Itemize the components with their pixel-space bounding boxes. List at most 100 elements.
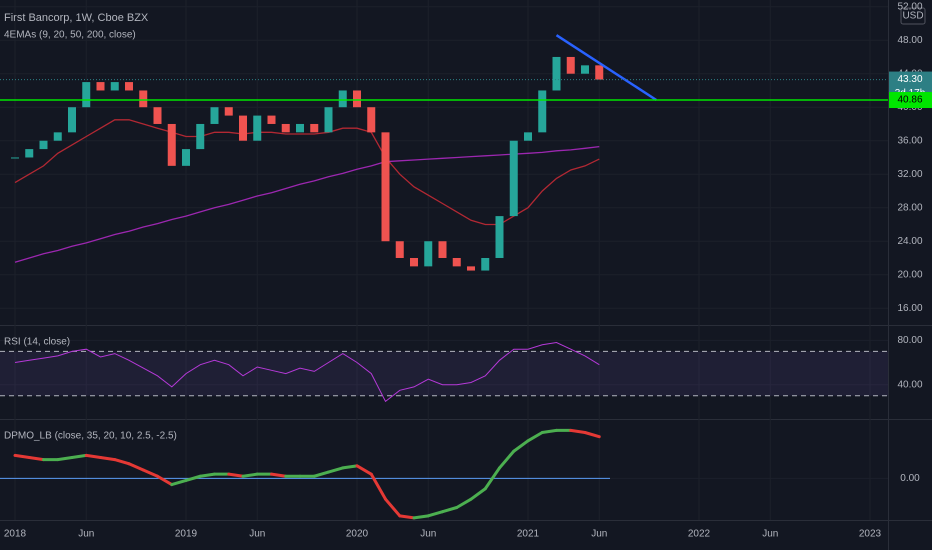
dpmo-segment <box>170 478 188 487</box>
y-tick-label: 36.00 <box>897 135 922 146</box>
candle <box>495 216 504 258</box>
candle <box>367 107 376 133</box>
candle <box>595 65 604 80</box>
candle <box>381 132 390 242</box>
y-tick-label: 16.00 <box>897 303 922 314</box>
price-label: 40.86 <box>897 95 922 106</box>
x-tick-label: Jun <box>420 529 436 540</box>
ema-line <box>14 145 600 263</box>
x-tick-label: Jun <box>762 529 778 540</box>
candle <box>581 65 589 74</box>
dpmo-segment <box>13 453 31 459</box>
x-tick-label: Jun <box>78 529 94 540</box>
candle <box>524 132 532 141</box>
candle <box>182 149 190 166</box>
dpmo-segment <box>569 428 587 434</box>
candle <box>167 123 176 166</box>
dpmo-segment <box>526 431 544 443</box>
dpmo-segment <box>156 474 174 487</box>
candle <box>509 140 518 217</box>
x-tick-label: 2023 <box>859 529 882 540</box>
dpmo-segment <box>141 468 159 478</box>
candle <box>267 115 276 124</box>
y-tick-label: 52.00 <box>897 1 922 12</box>
x-tick-label: 2022 <box>688 529 711 540</box>
dpmo-segment <box>455 497 473 509</box>
candle <box>11 157 19 159</box>
dpmo-segment <box>398 514 416 520</box>
price-label: 43.30 <box>897 74 922 85</box>
candle <box>139 90 148 108</box>
rsi-title: RSI (14, close) <box>4 337 70 348</box>
candle <box>153 107 162 124</box>
dpmo-segment <box>583 431 601 439</box>
candle <box>239 115 247 141</box>
y-tick-label: 40.00 <box>897 379 922 390</box>
rsi-line <box>14 341 600 403</box>
dpmo-segment <box>498 449 516 470</box>
dpmo-segment <box>441 506 459 514</box>
candle <box>53 132 62 141</box>
dpmo-segment <box>312 470 330 478</box>
x-tick-label: 2020 <box>346 529 369 540</box>
dpmo-segment <box>469 487 487 501</box>
rsi-band <box>0 351 888 396</box>
candle <box>438 241 447 258</box>
x-tick-label: Jun <box>591 529 607 540</box>
candle <box>96 82 105 91</box>
x-tick-label: 2018 <box>4 529 27 540</box>
dpmo-segment <box>27 456 45 462</box>
candle <box>424 241 433 267</box>
candle <box>338 90 347 108</box>
x-tick-label: 2019 <box>175 529 198 540</box>
dpmo-segment <box>127 462 145 472</box>
y-tick-label: 48.00 <box>897 35 922 46</box>
x-tick-label: 2021 <box>517 529 540 540</box>
dpmo-segment <box>270 472 288 478</box>
dpmo-segment <box>327 466 345 474</box>
candle <box>82 82 91 108</box>
candle <box>224 107 233 116</box>
dpmo-segment <box>70 453 88 459</box>
trendline <box>555 34 657 102</box>
labels: First Bancorp, 1W, Cboe BZX 4EMAs (9, 20… <box>4 1 932 540</box>
candle <box>552 56 561 91</box>
dpmo-segment <box>99 456 117 462</box>
candle <box>481 257 490 271</box>
dpmo-segment <box>512 439 530 453</box>
dpmo-segment <box>341 464 359 470</box>
y-tick-label: 28.00 <box>897 202 922 213</box>
candle <box>39 140 48 150</box>
candle <box>196 123 205 150</box>
dpmo-segment <box>241 472 259 478</box>
dpmo-segment <box>355 464 373 476</box>
dpmo-segment <box>412 514 430 520</box>
dpmo-segment <box>227 472 245 478</box>
candle <box>324 107 333 133</box>
dpmo-segment <box>113 458 131 466</box>
dpmo-segment <box>483 466 501 491</box>
candle <box>310 123 319 133</box>
dpmo-segment <box>84 453 102 459</box>
candle <box>281 123 290 133</box>
x-tick-label: Jun <box>249 529 265 540</box>
dpmo-segment <box>426 510 444 518</box>
dpmo-segment <box>369 472 387 501</box>
candle <box>68 107 76 133</box>
dpmo-segment <box>56 456 74 462</box>
candle <box>296 123 304 133</box>
candle <box>538 90 547 133</box>
y-tick-label: 24.00 <box>897 236 922 247</box>
marks <box>0 34 888 520</box>
candle <box>353 90 361 108</box>
dpmo-segment <box>198 472 216 478</box>
currency-box[interactable] <box>900 7 926 25</box>
candle <box>25 149 34 158</box>
candle <box>467 266 475 271</box>
candle <box>395 241 404 258</box>
candle <box>452 257 461 267</box>
candle <box>125 82 133 91</box>
y-tick-label: 80.00 <box>897 335 922 346</box>
candle <box>110 82 119 91</box>
